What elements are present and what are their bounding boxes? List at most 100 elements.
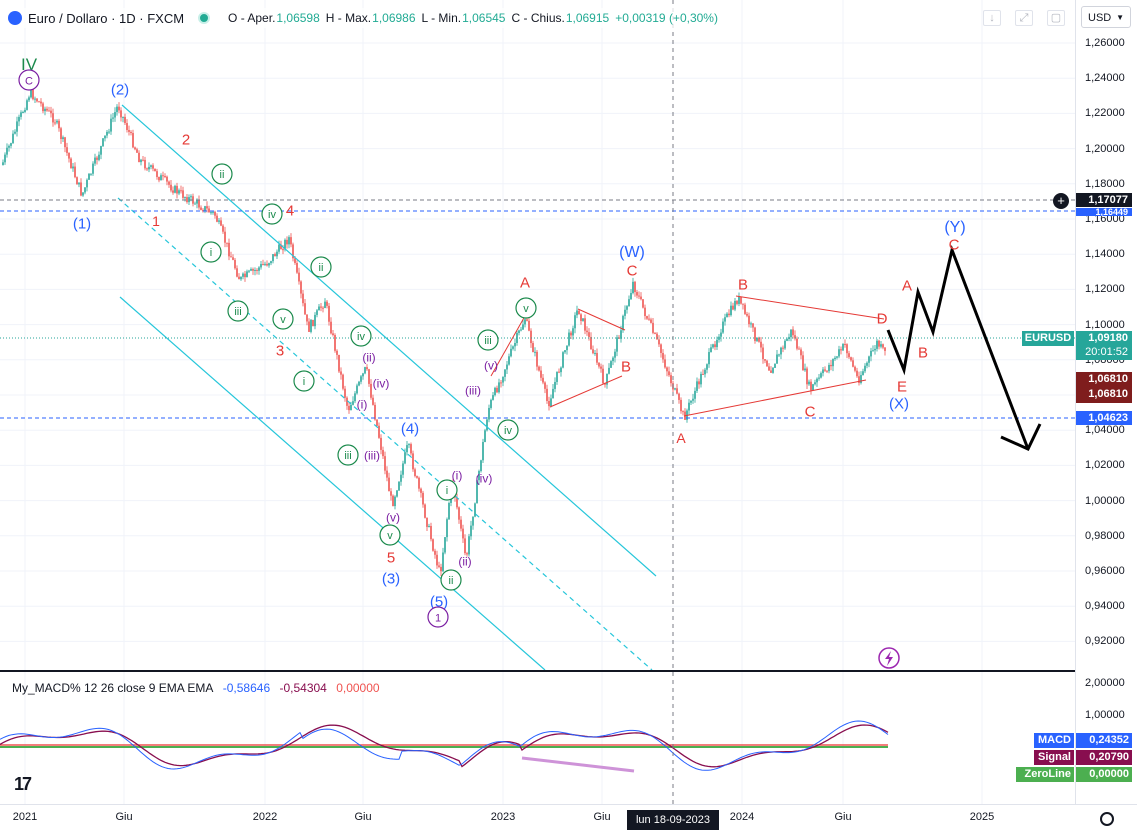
wave-label[interactable]: (v) [484,358,498,372]
candle-body [360,376,362,382]
wave-label[interactable]: (iv) [476,471,493,485]
signal-tag: Signal [1034,750,1074,765]
candle-body [696,381,698,391]
wave-label[interactable]: iv [497,419,519,441]
wave-label[interactable]: (v) [386,510,400,524]
candle-body [416,476,418,478]
wave-label[interactable]: (W) [619,244,645,261]
wave-label[interactable]: A [676,430,686,446]
wave-label[interactable]: (i) [452,468,463,482]
wave-label[interactable]: (3) [382,570,400,587]
wave-label[interactable]: v [379,524,401,546]
candle-body [6,147,8,155]
tradingview-logo[interactable]: 17 [14,774,32,794]
wave-label[interactable]: i [436,479,458,501]
candle-body [42,103,44,112]
wave-label[interactable]: A [902,277,912,294]
header-tools: ↓ ⤢ ▢ [983,10,1065,26]
wave-label[interactable]: IV [21,55,38,74]
candle-body [392,495,394,507]
wave-label[interactable]: B [621,358,631,375]
candle-body [224,231,226,243]
wave-label[interactable]: iv [350,325,372,347]
wave-label[interactable]: 4 [286,202,294,219]
wave-label[interactable]: i [293,370,315,392]
wave-label[interactable]: ii [211,163,233,185]
pane-separator[interactable] [0,670,1075,672]
wave-label[interactable]: C [627,262,638,279]
arrow-down-icon[interactable]: ↓ [983,10,1001,26]
wave-label[interactable]: (iii) [364,448,380,462]
add-level-button[interactable]: + [1053,193,1069,209]
price-chart-svg[interactable]: IVC (2)(1)2143iiiviiiiiiviiv(ii)(iv)(i)(4… [0,0,1075,670]
wave-label[interactable]: (Y) [944,219,965,236]
candle-body [824,369,826,371]
candle-body [146,168,148,170]
candle-body [198,200,200,208]
wave-label[interactable]: (iii) [465,383,481,397]
candle-body [190,196,192,198]
price-tick: 0,92000 [1085,635,1125,648]
wave-label[interactable]: B [738,276,748,293]
wave-label[interactable]: (4) [401,420,419,437]
settings-gear-icon[interactable] [1100,812,1114,826]
fullscreen-icon[interactable]: ⤢ [1015,10,1033,26]
candle-body [152,165,154,169]
maximize-icon[interactable]: ▢ [1047,10,1065,26]
wave-label[interactable]: C [949,236,960,253]
wave-label[interactable]: C [805,403,816,420]
trend-channel[interactable] [117,104,657,670]
wave-label[interactable]: (1) [73,215,91,232]
candle-body [654,332,656,334]
wave-label[interactable]: v [515,297,537,319]
wave-label[interactable]: 1 [152,213,160,229]
wave-label[interactable]: (i) [357,397,368,411]
wave-label[interactable]: (ii) [362,350,375,364]
wave-label[interactable]: iv [261,203,283,225]
wave-label[interactable]: v [272,308,294,330]
time-axis[interactable] [0,804,1137,832]
wave-label[interactable]: (5) [430,593,448,610]
candle-body [664,359,666,368]
wave-label[interactable]: iii [477,329,499,351]
candle-body [874,348,876,351]
wave-label[interactable]: B [918,344,928,361]
currency-select[interactable]: USD ▼ [1081,6,1131,28]
wave-label[interactable]: 5 [387,549,395,566]
candle-body [284,239,286,250]
candle-body [204,206,206,212]
wave-label[interactable]: (iv) [373,376,390,390]
macd-legend[interactable]: My_MACD% 12 26 close 9 EMA EMA -0,58646 … [12,681,386,695]
candle-body [96,157,98,160]
candle-body [420,488,422,493]
wave-label[interactable]: ii [310,256,332,278]
wave-label[interactable]: 3 [276,342,284,359]
wave-label[interactable]: (2) [111,81,129,98]
price-scale[interactable] [1075,0,1137,804]
wave-label[interactable]: C [18,69,40,91]
wave-label[interactable]: (ii) [458,554,471,568]
candle-body [106,131,108,136]
candle-body [590,336,592,350]
candle-body [738,296,740,304]
wave-label[interactable]: iii [227,300,249,322]
wave-label[interactable]: iii [337,444,359,466]
price-chart-pane[interactable]: IV C (2) (1) 2 1 4 3 ii iv i ii iii v i iv (ii) (iv) (i) (4… [0,0,1075,670]
wave-label[interactable]: (X) [889,395,909,412]
wave-label[interactable]: i [200,241,222,263]
wave-label[interactable]: 1 [427,606,449,628]
wave-label[interactable]: ii [440,569,462,591]
symbol-icon [8,11,22,25]
wave-label[interactable]: E [897,378,907,395]
macd-tag-value: 0,24352 [1076,733,1132,748]
candle-body [668,371,670,376]
wave-label[interactable]: D [877,310,888,327]
macd-pane[interactable] [0,672,1075,804]
candle-body [308,321,310,332]
wave-label[interactable]: 2 [182,131,190,148]
candle-body [700,373,702,385]
wave-label[interactable]: A [520,274,530,291]
price-tick: 1,00000 [1085,494,1125,507]
triangle-pattern[interactable] [490,295,885,417]
symbol-title[interactable]: Euro / Dollaro · 1D · FXCM [28,10,185,26]
